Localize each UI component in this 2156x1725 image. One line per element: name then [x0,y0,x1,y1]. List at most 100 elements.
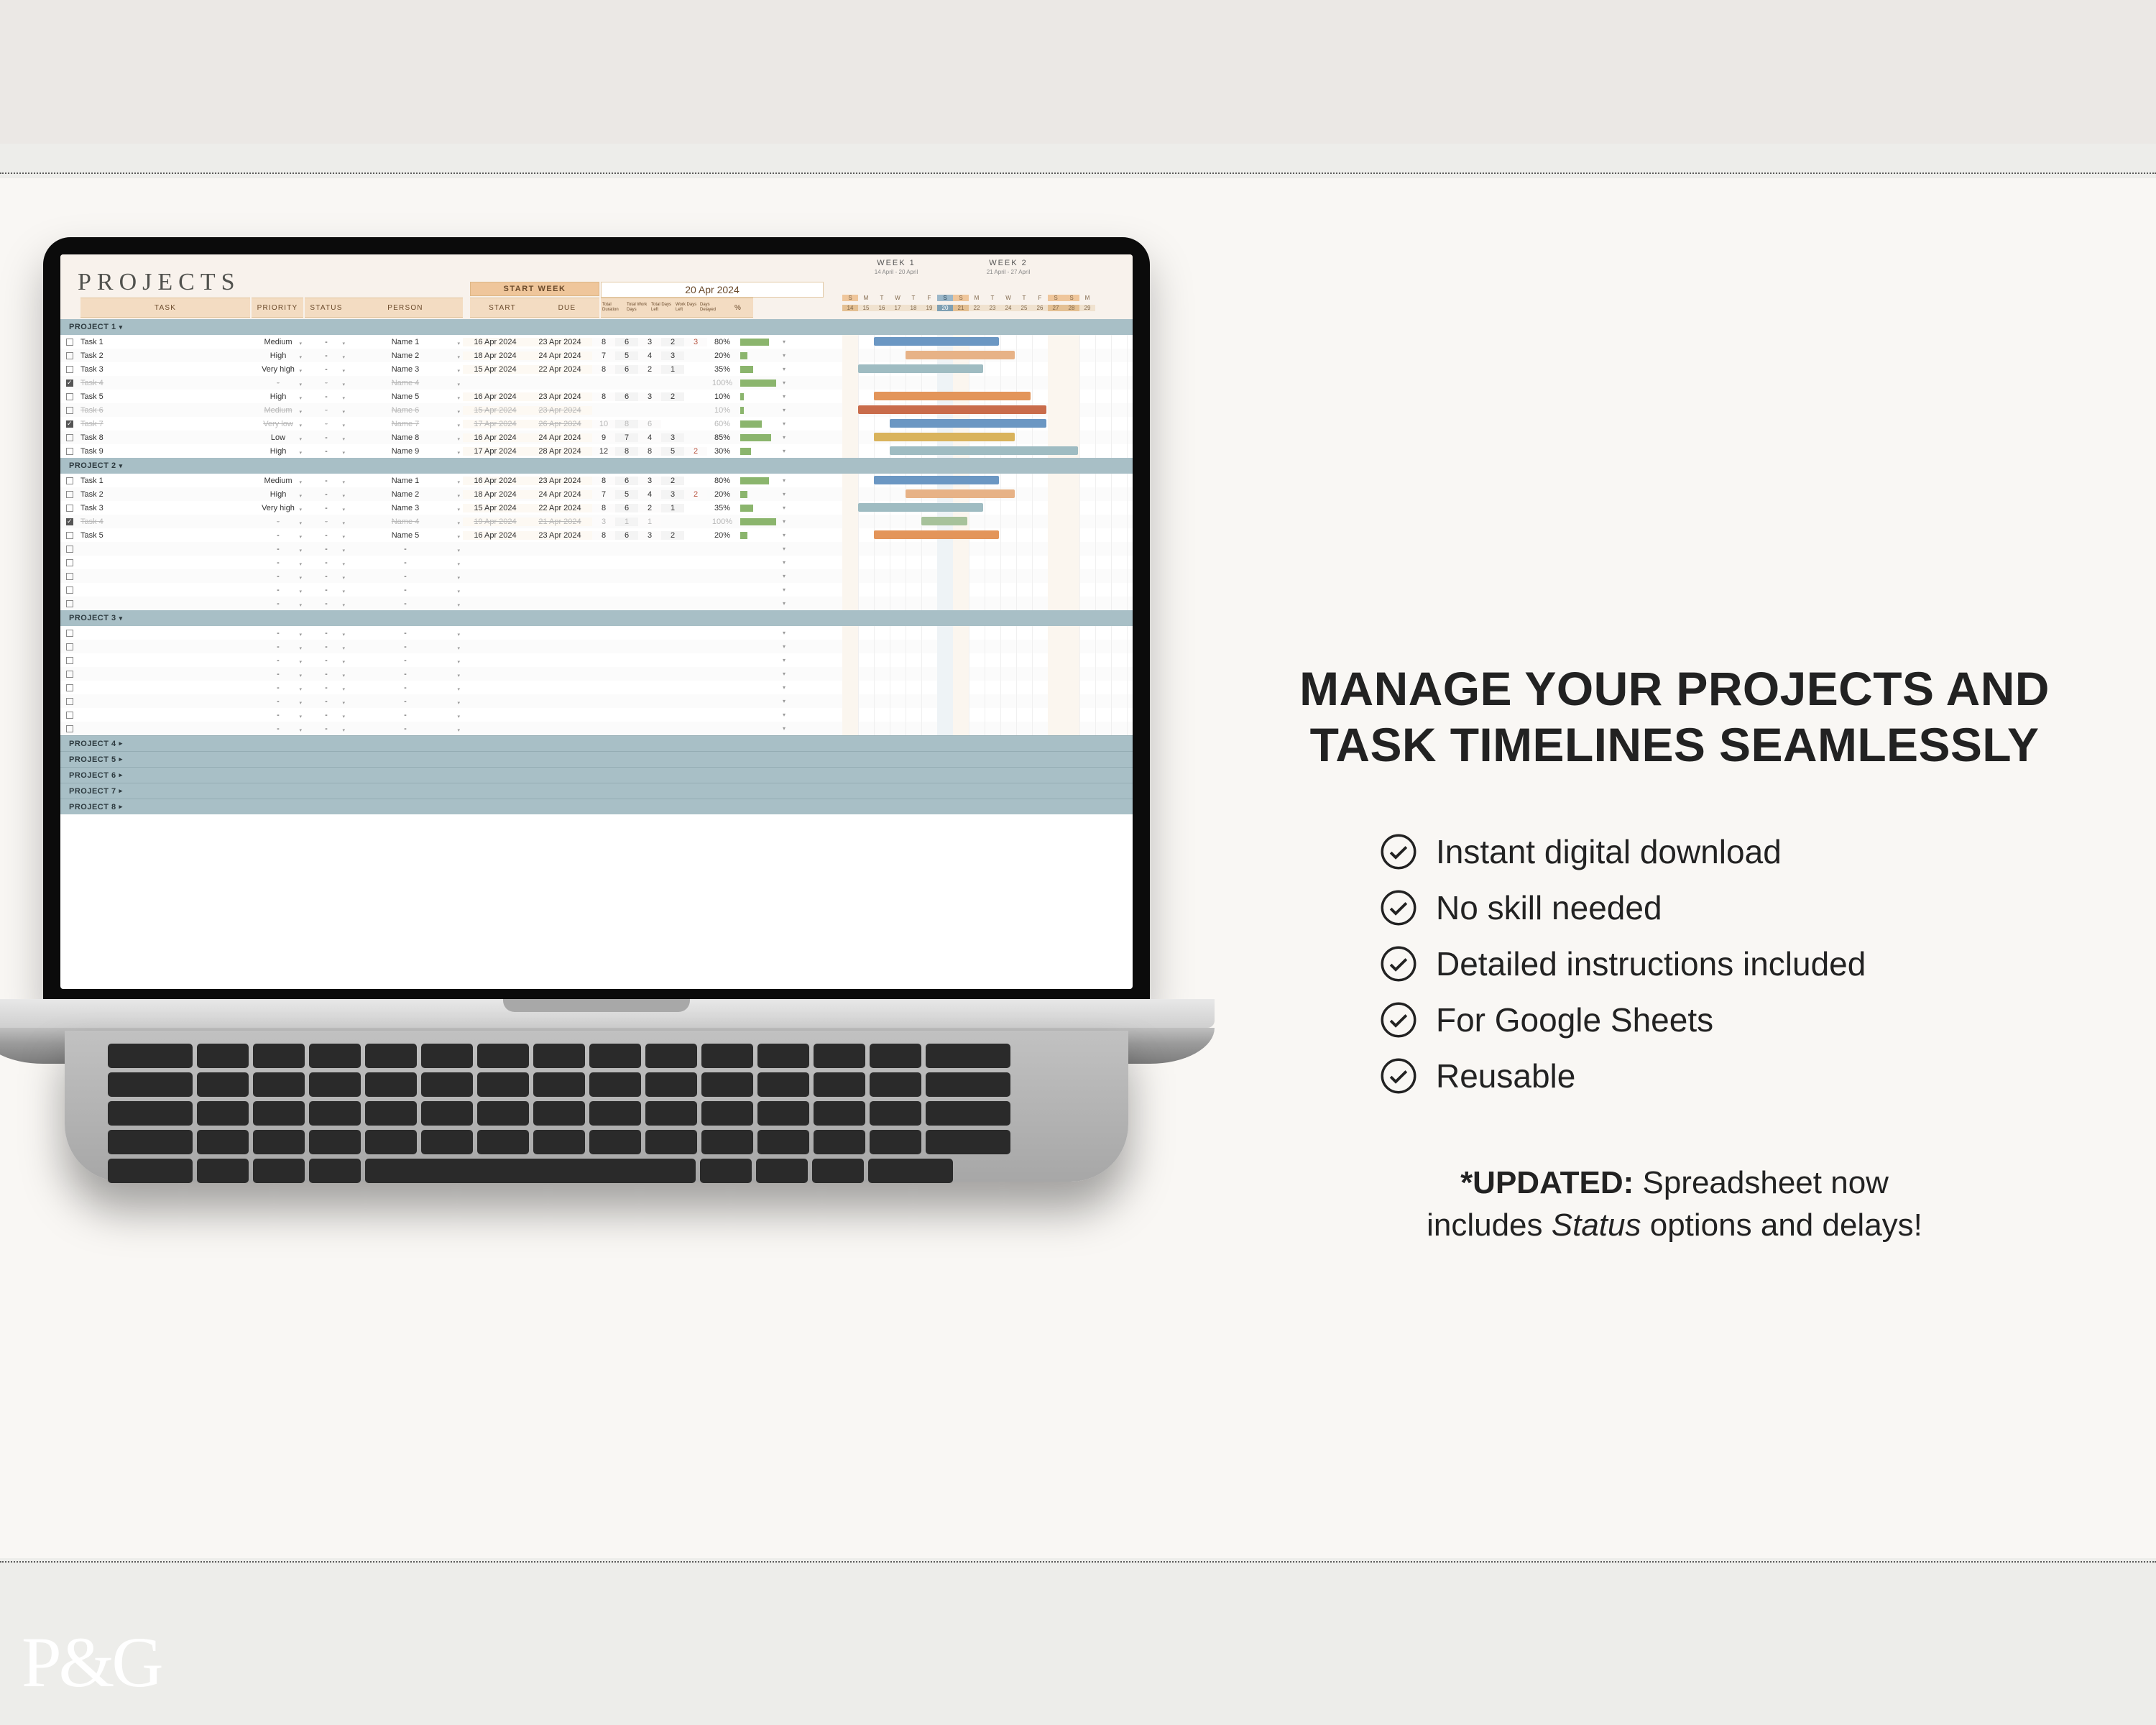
start-date[interactable]: 15 Apr 2024 [463,365,528,374]
table-row-empty[interactable]: - - - ▾ [60,694,1133,708]
person-cell[interactable]: - [348,711,463,719]
task-name[interactable]: Task 4 [79,379,252,387]
status-cell[interactable]: - [305,490,348,499]
checkbox[interactable] [60,712,79,719]
table-row-empty[interactable]: - - - ▾ [60,667,1133,681]
row-menu[interactable]: ▾ [779,393,789,400]
project-header[interactable]: PROJECT 1 ▾ [60,319,1133,335]
status-cell[interactable]: - [305,433,348,442]
table-row[interactable]: Task 4 - - Name 4 100% ▾ [60,376,1133,390]
project-header-collapsed[interactable]: PROJECT 8 ▸ [60,799,1133,814]
checkbox[interactable] [60,559,79,566]
table-row-empty[interactable]: - - - ▾ [60,708,1133,722]
table-row-empty[interactable]: - - - ▾ [60,583,1133,597]
due-date[interactable]: 23 Apr 2024 [528,406,592,415]
table-row-empty[interactable]: - - - ▾ [60,653,1133,667]
table-row[interactable]: Task 8 Low - Name 8 16 Apr 2024 24 Apr 2… [60,431,1133,444]
row-menu[interactable]: ▾ [779,643,789,650]
priority-cell[interactable]: - [252,572,305,581]
column-header-task[interactable]: TASK [80,298,250,318]
row-menu[interactable]: ▾ [779,600,789,607]
priority-cell[interactable]: - [252,697,305,706]
row-menu[interactable]: ▾ [779,339,789,345]
status-cell[interactable]: - [305,379,348,387]
checkbox[interactable] [60,671,79,678]
status-cell[interactable]: - [305,697,348,706]
priority-cell[interactable]: - [252,711,305,719]
gantt-bar[interactable] [890,446,1078,455]
person-cell[interactable]: - [348,656,463,665]
person-cell[interactable]: Name 4 [348,518,463,526]
table-row[interactable]: Task 3 Very high - Name 3 15 Apr 2024 22… [60,362,1133,376]
gantt-bar[interactable] [921,517,967,525]
row-menu[interactable]: ▾ [779,698,789,704]
person-cell[interactable]: - [348,586,463,594]
priority-cell[interactable]: Very high [252,504,305,512]
person-cell[interactable]: Name 2 [348,351,463,360]
checkbox[interactable] [60,643,79,650]
status-cell[interactable]: - [305,558,348,567]
due-date[interactable]: 22 Apr 2024 [528,504,592,512]
column-header-tot_dur[interactable]: Total Duration [601,298,625,318]
task-name[interactable]: Task 6 [79,406,252,415]
row-menu[interactable]: ▾ [779,352,789,359]
table-row[interactable]: Task 5 High - Name 5 16 Apr 2024 23 Apr … [60,390,1133,403]
checkbox[interactable] [60,393,79,400]
checkbox[interactable] [60,420,79,428]
table-row-empty[interactable]: - - - ▾ [60,722,1133,735]
table-row-empty[interactable]: - - - ▾ [60,640,1133,653]
due-date[interactable]: 24 Apr 2024 [528,351,592,360]
start-date[interactable]: 16 Apr 2024 [463,338,528,346]
task-name[interactable]: Task 2 [79,490,252,499]
task-name[interactable]: Task 8 [79,433,252,442]
project-header[interactable]: PROJECT 3 ▾ [60,610,1133,626]
due-date[interactable]: 23 Apr 2024 [528,477,592,485]
checkbox[interactable] [60,684,79,691]
column-header-person[interactable]: PERSON [348,298,463,318]
person-cell[interactable]: Name 5 [348,392,463,401]
status-cell[interactable]: - [305,338,348,346]
checkbox[interactable] [60,505,79,512]
person-cell[interactable]: - [348,697,463,706]
person-cell[interactable]: - [348,558,463,567]
gantt-bar[interactable] [874,476,999,484]
checkbox[interactable] [60,698,79,705]
gantt-bar[interactable] [874,392,1031,400]
gantt-bar[interactable] [874,337,999,346]
table-row[interactable]: Task 3 Very high - Name 3 15 Apr 2024 22… [60,501,1133,515]
project-header-collapsed[interactable]: PROJECT 6 ▸ [60,767,1133,783]
status-cell[interactable]: - [305,599,348,608]
due-date[interactable]: 23 Apr 2024 [528,531,592,540]
status-cell[interactable]: - [305,711,348,719]
row-menu[interactable]: ▾ [779,380,789,386]
project-header-collapsed[interactable]: PROJECT 7 ▸ [60,783,1133,799]
status-cell[interactable]: - [305,365,348,374]
start-date[interactable]: 16 Apr 2024 [463,531,528,540]
column-header-delayed[interactable]: Days Delayed [699,298,723,318]
table-row[interactable]: Task 1 Medium - Name 1 16 Apr 2024 23 Ap… [60,474,1133,487]
gantt-bar[interactable] [906,489,1015,498]
row-menu[interactable]: ▾ [779,684,789,691]
table-row-empty[interactable]: - - - ▾ [60,556,1133,569]
due-date[interactable]: 24 Apr 2024 [528,490,592,499]
status-cell[interactable]: - [305,684,348,692]
priority-cell[interactable]: High [252,351,305,360]
person-cell[interactable]: Name 3 [348,504,463,512]
gantt-bar[interactable] [874,433,1015,441]
checkbox[interactable] [60,491,79,498]
gantt-bar[interactable] [890,419,1046,428]
priority-cell[interactable]: High [252,490,305,499]
due-date[interactable]: 23 Apr 2024 [528,392,592,401]
person-cell[interactable]: Name 3 [348,365,463,374]
person-cell[interactable]: Name 4 [348,379,463,387]
row-menu[interactable]: ▾ [779,671,789,677]
table-row-empty[interactable]: - - - ▾ [60,681,1133,694]
priority-cell[interactable]: Low [252,433,305,442]
person-cell[interactable]: - [348,643,463,651]
priority-cell[interactable]: Very low [252,420,305,428]
priority-cell[interactable]: - [252,531,305,540]
priority-cell[interactable]: - [252,684,305,692]
status-cell[interactable]: - [305,477,348,485]
person-cell[interactable]: Name 5 [348,531,463,540]
due-date[interactable]: 23 Apr 2024 [528,338,592,346]
